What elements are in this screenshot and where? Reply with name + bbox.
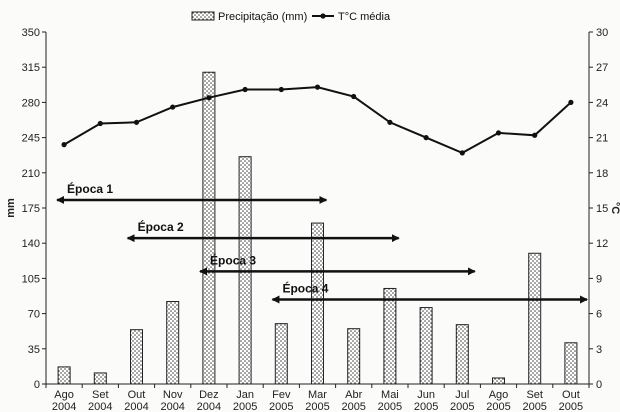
x-tick-label-month: Set	[526, 389, 543, 401]
precipitation-bar	[311, 222, 324, 385]
left-tick-label: 35	[28, 344, 40, 356]
x-tick-label-year: 2005	[450, 401, 474, 412]
x-tick-label-year: 2004	[52, 401, 76, 412]
temperature-point	[97, 120, 103, 127]
legend-precipitation-swatch	[191, 11, 215, 21]
epoch-label: Época 3	[210, 252, 256, 267]
x-tick-label-year: 2005	[305, 401, 329, 412]
temperature-line	[63, 86, 572, 155]
x-tick-label-month: Mai	[381, 389, 399, 401]
y2-axis-title: °C	[609, 202, 620, 214]
left-tick-label: 105	[22, 273, 40, 285]
x-tick-label-month: Set	[92, 389, 109, 401]
x-tick-label-month: Jan	[236, 389, 254, 401]
left-tick-label: 175	[22, 203, 40, 215]
x-tick-label-month: Jun	[417, 389, 435, 401]
x-tick-label-year: 2004	[88, 401, 112, 412]
left-tick-label: 0	[34, 379, 40, 391]
x-tick-label-year: 2005	[269, 401, 293, 412]
x-tick-label-year: 2005	[414, 401, 438, 412]
precipitation-bar	[455, 324, 469, 385]
x-tick-label-year: 2005	[486, 401, 510, 412]
left-tick-label: 140	[22, 238, 40, 250]
epoch-label: Época 4	[282, 281, 328, 296]
x-tick-label-year: 2004	[124, 401, 148, 412]
precipitation-bar	[383, 287, 397, 385]
x-tick-label-year: 2005	[559, 401, 583, 412]
right-tick-label: 27	[596, 62, 608, 74]
x-tick-label-month: Ago	[489, 389, 509, 401]
temperature-point	[242, 86, 248, 93]
temperature-point	[423, 135, 429, 141]
legend: Precipitação (mm) T°C média	[191, 11, 391, 23]
precipitation-bar	[564, 342, 578, 385]
left-tick-label: 280	[22, 97, 40, 109]
x-tick-label-month: Ago	[54, 389, 74, 401]
epoch-label: Época 1	[67, 181, 113, 196]
y-axis-title: mm	[5, 198, 17, 218]
temperature-point	[532, 132, 538, 138]
x-tick-label-year: 2005	[378, 401, 402, 412]
left-tick-label: 210	[22, 168, 40, 180]
temperature-point	[133, 119, 140, 125]
precipitation-bar	[274, 323, 288, 385]
precipitation-bar	[202, 71, 216, 385]
bars-layer	[57, 71, 578, 385]
right-tick-label: 3	[596, 344, 602, 356]
x-tick-label-month: Fev	[272, 389, 291, 401]
left-tick-label: 350	[22, 27, 40, 39]
temperature-point	[495, 130, 502, 136]
precipitation-bar	[57, 366, 71, 385]
right-tick-label: 0	[596, 379, 602, 391]
precipitation-bar	[93, 372, 107, 385]
x-tick-label-month: Nov	[163, 389, 183, 401]
x-tick-label-year: 2005	[522, 401, 546, 412]
left-tick-label: 315	[22, 62, 40, 74]
temperature-point	[459, 150, 465, 156]
epoch-label: Época 2	[138, 219, 184, 234]
right-tick-label: 12	[596, 238, 608, 250]
x-tick-label-month: Dez	[199, 389, 219, 401]
legend-precipitation-label: Precipitação (mm)	[218, 11, 307, 23]
right-tick-label: 9	[596, 273, 602, 285]
x-tick-label-month: Jul	[455, 389, 469, 401]
x-tick-label-month: Mar	[308, 389, 327, 401]
x-tick-label-month: Out	[128, 389, 146, 401]
x-tick-label-year: 2005	[341, 401, 365, 412]
temperature-point	[351, 93, 357, 100]
right-tick-label: 6	[596, 309, 602, 321]
precipitation-bar	[347, 328, 361, 385]
temperature-point	[568, 99, 574, 105]
legend-temperature-marker	[320, 13, 326, 19]
temperature-point	[61, 142, 67, 148]
precipitation-bar	[419, 307, 433, 385]
left-tick-label: 70	[28, 309, 40, 321]
precipitation-bar	[130, 329, 143, 385]
epoch-arrows-layer: Época 1 Época 2 Época 3 Época 4	[56, 181, 588, 304]
axes-layer: 0 35 70 105 140 175 210 245 280 315 350 0 3 6 9 12 15 18 2…	[5, 27, 620, 412]
right-tick-label: 18	[596, 168, 608, 180]
left-tick-label: 245	[22, 133, 40, 145]
right-tick-label: 15	[596, 203, 608, 215]
temperature-point	[387, 119, 393, 125]
x-tick-label-month: Abr	[345, 389, 362, 401]
precipitation-bar	[166, 301, 180, 385]
right-tick-label: 24	[596, 97, 608, 109]
temperature-point	[314, 84, 321, 90]
x-tick-label-month: Out	[562, 389, 580, 401]
x-tick-label-year: 2004	[160, 401, 184, 412]
precipitation-bar	[492, 377, 505, 385]
x-tick-label-year: 2005	[233, 401, 257, 412]
temperature-point	[170, 104, 176, 110]
right-tick-label: 21	[596, 133, 608, 145]
precipitation-bar	[528, 252, 542, 385]
x-tick-label-year: 2004	[197, 401, 221, 412]
legend-temperature-label: T°C média	[338, 11, 391, 23]
temperature-line-layer	[61, 84, 574, 156]
temperature-point	[278, 86, 284, 93]
temperature-point	[206, 95, 212, 101]
right-tick-label: 30	[596, 27, 608, 39]
